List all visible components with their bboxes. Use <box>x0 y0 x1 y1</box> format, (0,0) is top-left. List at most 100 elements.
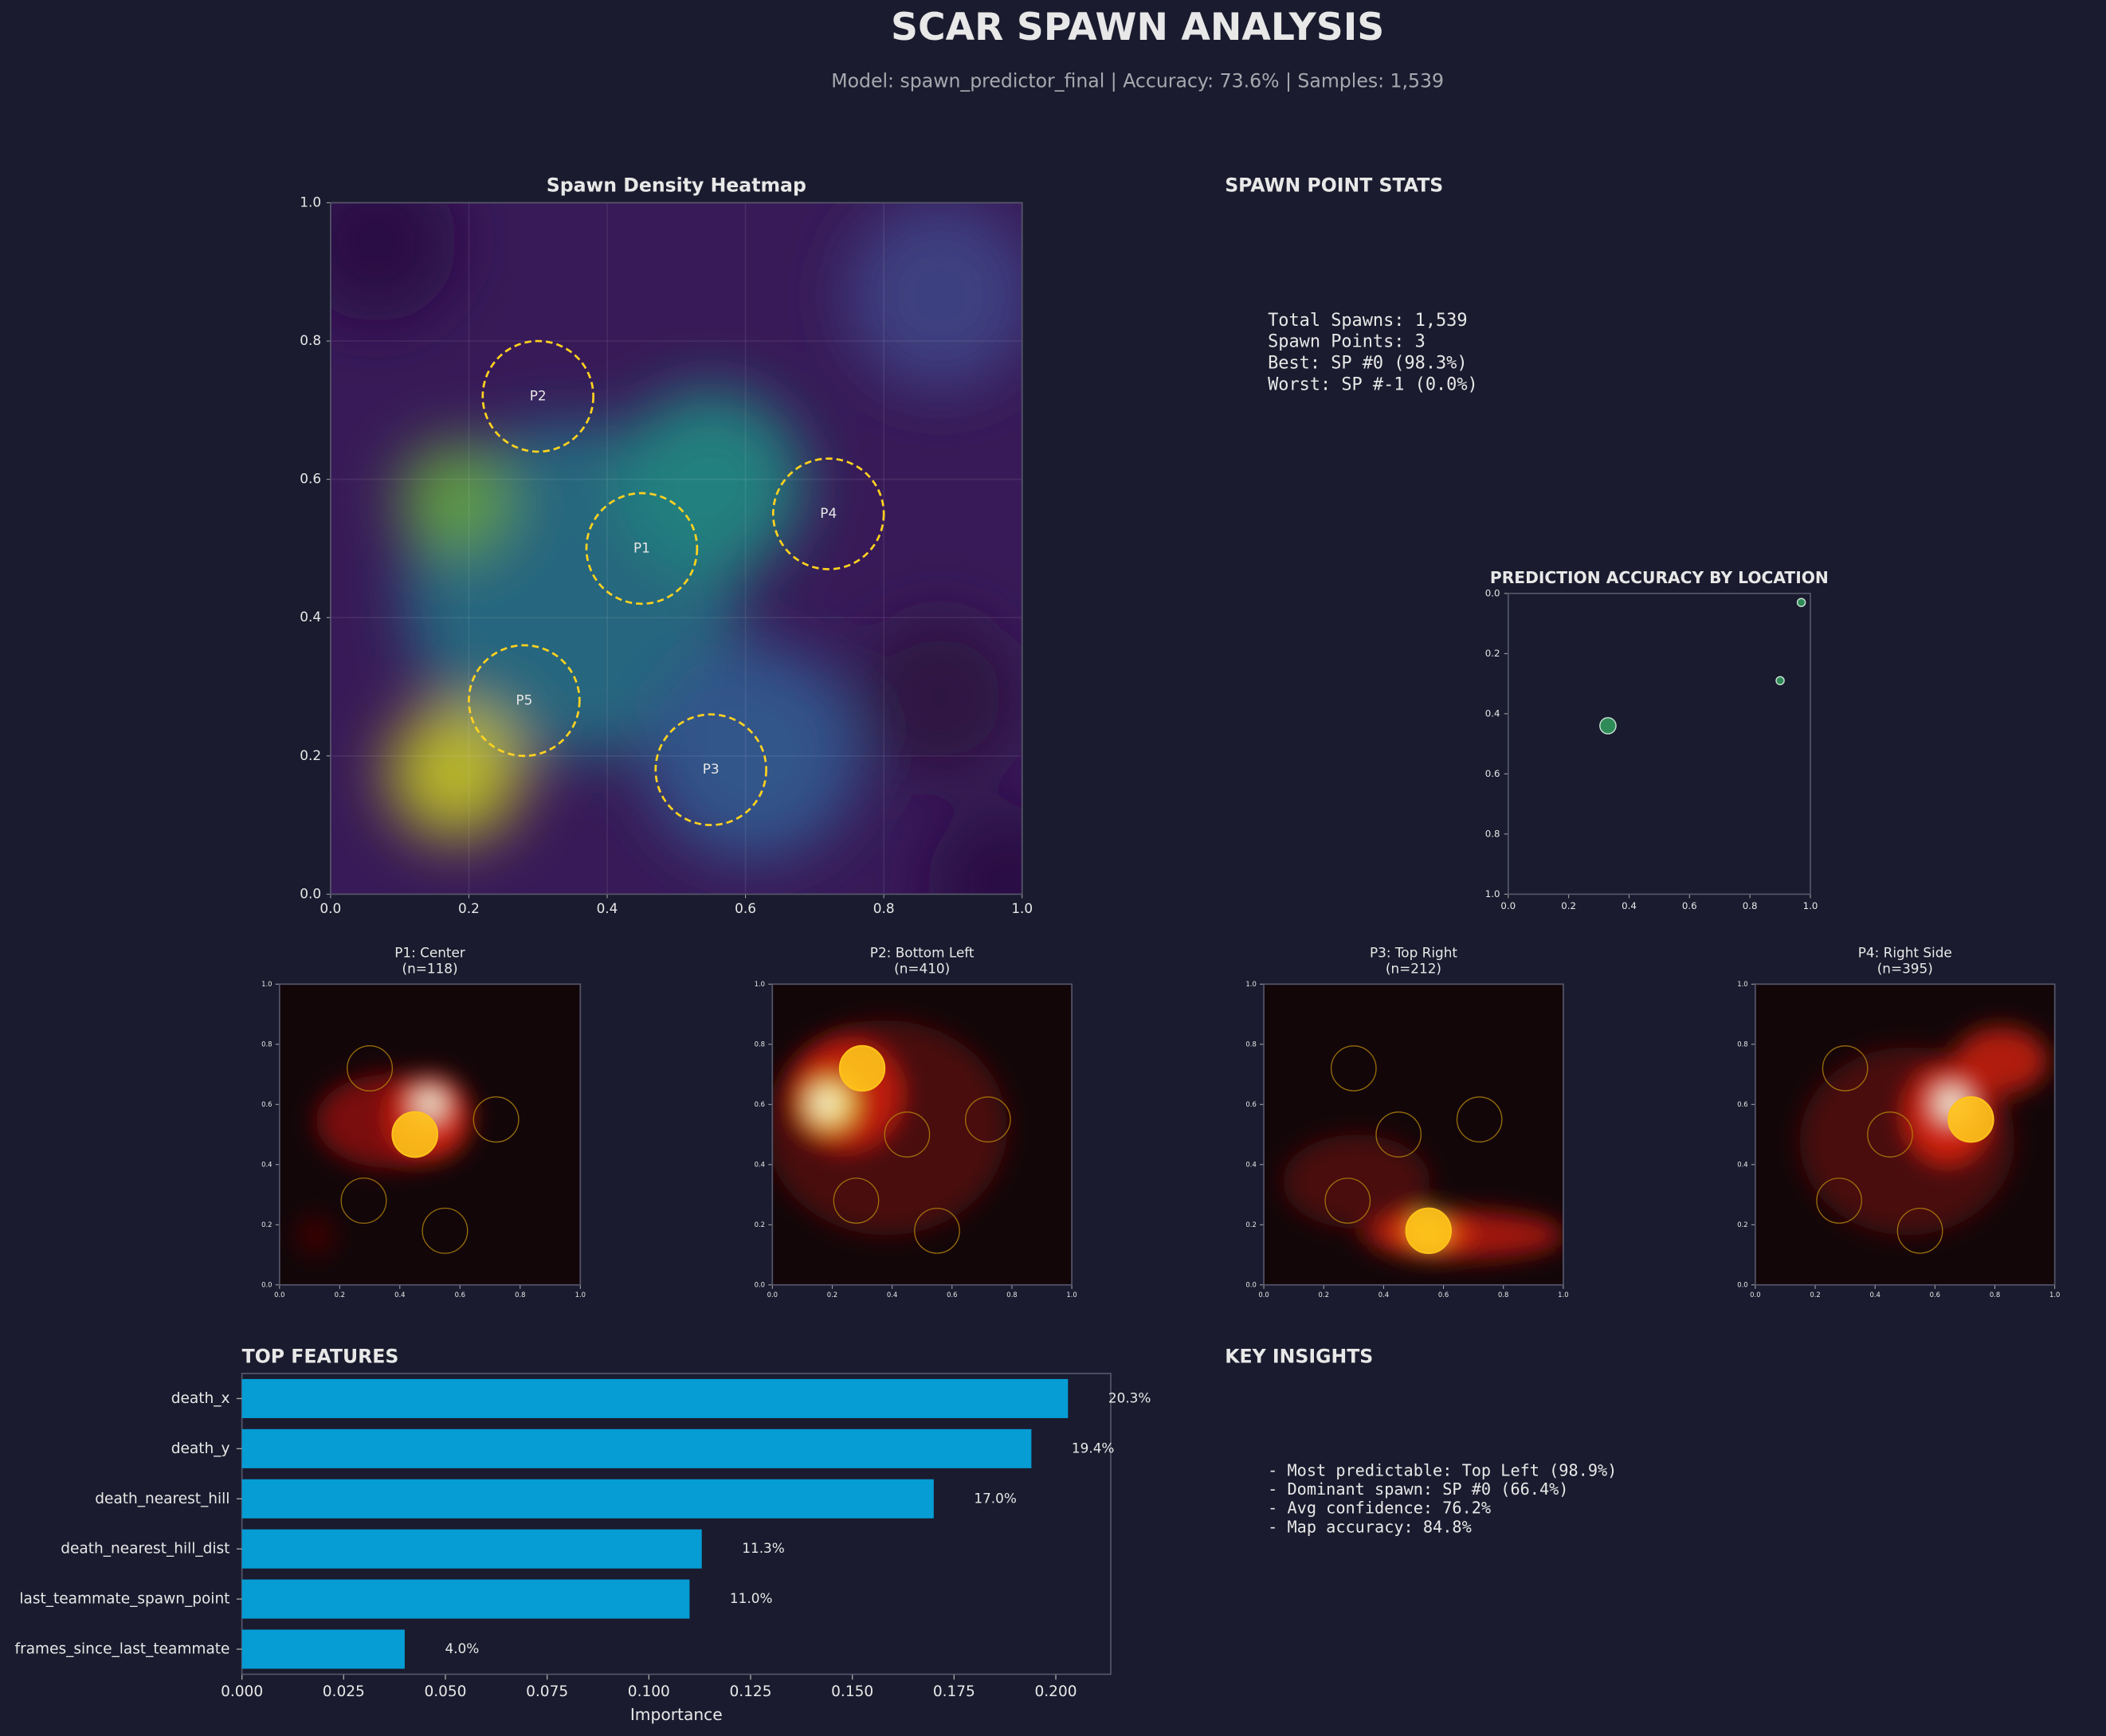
y-tick-label: 0.8 <box>1485 828 1500 839</box>
y-tick-label: 0.8 <box>1737 1040 1747 1048</box>
zone-highlight <box>1947 1095 1994 1143</box>
chart-subtitle: (n=212) <box>1386 961 1441 977</box>
x-tick-label: 1.0 <box>1803 900 1818 911</box>
y-tick-label: 1.0 <box>261 980 272 988</box>
x-tick-label: 0.4 <box>394 1291 405 1299</box>
y-tick-label: death_x <box>171 1390 230 1407</box>
x-tick-label: 0.6 <box>947 1291 957 1299</box>
zone <box>1867 1111 1913 1158</box>
plot-frame <box>241 1373 1112 1675</box>
zone <box>1330 1045 1377 1091</box>
chart-title: P1: Center <box>394 945 465 961</box>
y-tick-label: last_teammate_spawn_point <box>19 1591 229 1608</box>
y-tick-label: death_nearest_hill_dist <box>61 1541 229 1558</box>
x-tick-label: 0.6 <box>1438 1291 1449 1299</box>
y-tick-label: 0.4 <box>755 1160 765 1168</box>
stats-line: Spawn Points: 3 <box>1268 332 1426 352</box>
y-tick-label: 0.6 <box>300 471 321 487</box>
y-tick-label: 1.0 <box>1737 980 1747 988</box>
y-tick-label: 0.6 <box>1737 1100 1747 1108</box>
zone <box>771 457 885 570</box>
zone <box>468 644 581 758</box>
x-tick-label: 0.6 <box>735 900 756 916</box>
plot-frame <box>330 202 1023 895</box>
x-tick-label: 0.2 <box>1319 1291 1329 1299</box>
y-tick-label: frames_since_last_teammate <box>15 1641 230 1658</box>
x-tick-label: 0.4 <box>887 1291 897 1299</box>
zone <box>833 1178 880 1224</box>
value-label: 17.0% <box>974 1490 1017 1506</box>
x-tick-label: 0.4 <box>1379 1291 1389 1299</box>
zone-label: P3 <box>703 761 720 777</box>
y-tick-label: 0.0 <box>755 1280 765 1288</box>
chart-title: PREDICTION ACCURACY BY LOCATION <box>1490 568 1829 587</box>
zone <box>654 713 767 826</box>
stats-line: Best: SP #0 (98.3%) <box>1268 354 1467 374</box>
zone-label: P5 <box>516 692 532 707</box>
chart-title: Spawn Density Heatmap <box>547 174 806 197</box>
zone <box>585 492 699 605</box>
zone <box>347 1044 394 1091</box>
y-tick-label: 0.2 <box>1737 1221 1747 1229</box>
y-tick-label: 0.8 <box>755 1040 765 1048</box>
chart-subtitle: (n=395) <box>1877 961 1933 977</box>
insight-line: - Most predictable: Top Left (98.9%) <box>1268 1461 1617 1480</box>
insights-title: KEY INSIGHTS <box>1225 1345 1373 1367</box>
x-tick-label: 0.2 <box>1561 900 1576 911</box>
y-tick-label: 0.4 <box>261 1160 272 1168</box>
zone-highlight <box>838 1044 886 1092</box>
x-tick-label: 0.150 <box>831 1683 873 1700</box>
zone <box>965 1096 1011 1143</box>
x-tick-label: 0.100 <box>628 1683 670 1700</box>
y-tick-label: 0.0 <box>1485 587 1500 598</box>
zone <box>481 339 594 453</box>
page-subtitle: Model: spawn_predictor_final | Accuracy:… <box>831 69 1444 92</box>
x-tick-label: 0.6 <box>1930 1291 1940 1299</box>
y-tick-label: 0.8 <box>1245 1040 1256 1048</box>
zone <box>473 1096 520 1143</box>
x-tick-label: 1.0 <box>1011 900 1033 916</box>
x-axis-label: Importance <box>630 1705 723 1724</box>
zone <box>884 1111 931 1158</box>
x-tick-label: 0.0 <box>274 1291 284 1299</box>
x-tick-label: 0.0 <box>320 900 341 916</box>
y-tick-label: 0.2 <box>1485 648 1500 659</box>
x-tick-label: 0.125 <box>729 1683 771 1700</box>
density-texture <box>330 202 1022 895</box>
zone <box>340 1178 387 1225</box>
y-tick-label: 1.0 <box>300 194 321 210</box>
chart-title: P2: Bottom Left <box>870 945 975 961</box>
point <box>1775 676 1785 686</box>
density-texture <box>772 984 1073 1285</box>
chart-title: TOP FEATURES <box>242 1345 399 1367</box>
insight-line: - Dominant spawn: SP #0 (66.4%) <box>1268 1479 1568 1499</box>
x-tick-label: 1.0 <box>2049 1291 2060 1299</box>
x-tick-label: 0.200 <box>1035 1683 1077 1700</box>
density-texture <box>1755 984 2055 1285</box>
x-tick-label: 0.8 <box>1006 1291 1017 1299</box>
zone-highlight <box>391 1111 439 1158</box>
bar <box>241 1378 1069 1418</box>
point <box>1796 598 1806 607</box>
zone <box>422 1207 469 1254</box>
x-tick-label: 0.0 <box>1258 1291 1269 1299</box>
x-tick-label: 1.0 <box>1066 1291 1077 1299</box>
y-tick-label: 0.4 <box>1737 1160 1747 1168</box>
x-tick-label: 0.0 <box>767 1291 778 1299</box>
y-tick-label: 0.6 <box>261 1100 272 1108</box>
zone-label: P1 <box>633 539 650 555</box>
plot-frame <box>1263 983 1564 1286</box>
zone-highlight <box>1405 1207 1452 1255</box>
y-tick-label: death_y <box>171 1440 230 1457</box>
plot-frame <box>771 983 1073 1286</box>
x-tick-label: 0.2 <box>827 1291 837 1299</box>
stats-line: Worst: SP #-1 (0.0%) <box>1268 375 1478 395</box>
y-tick-label: 0.6 <box>755 1100 765 1108</box>
bar <box>241 1629 405 1669</box>
y-tick-label: death_nearest_hill <box>95 1491 229 1507</box>
x-tick-label: 0.000 <box>221 1683 263 1700</box>
insight-line: - Avg confidence: 76.2% <box>1268 1499 1491 1518</box>
